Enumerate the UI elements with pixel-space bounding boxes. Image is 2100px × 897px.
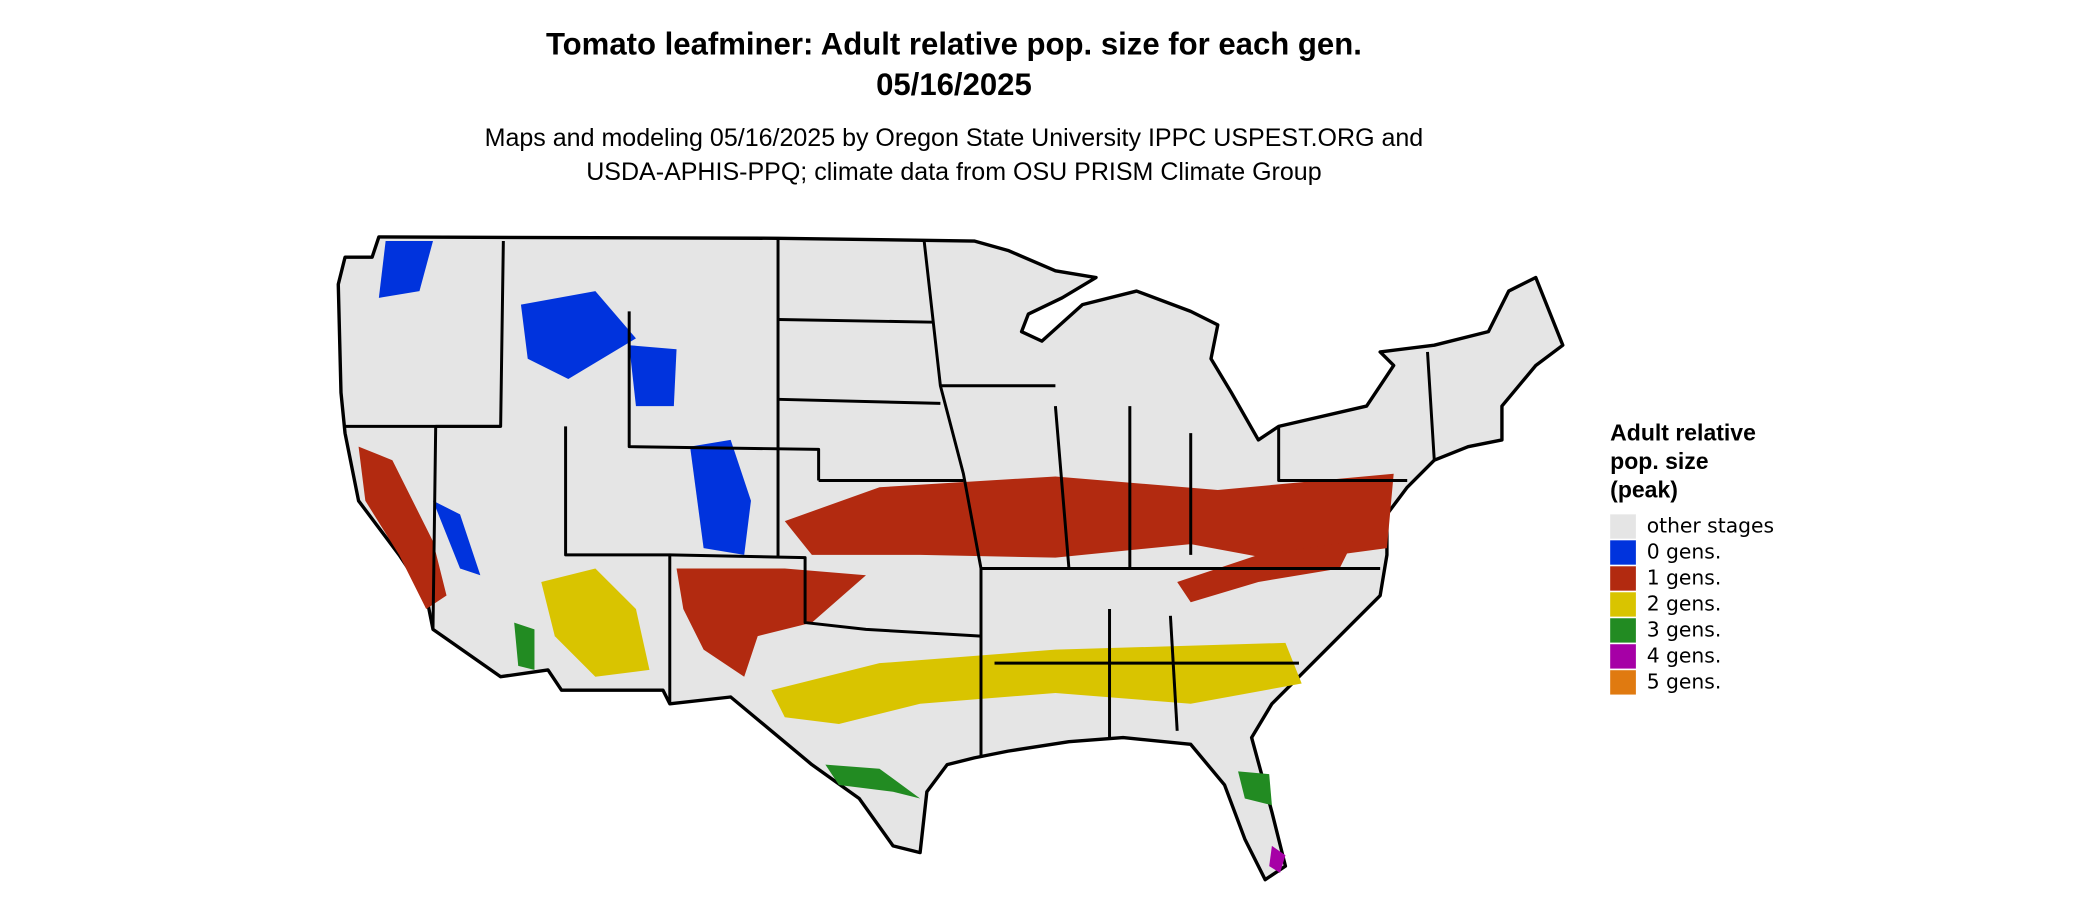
legend-swatch (1610, 670, 1636, 695)
zone (1177, 541, 1354, 603)
zone (676, 568, 866, 677)
zone (358, 446, 447, 610)
legend-swatch (1610, 514, 1636, 539)
land (336, 235, 1565, 882)
generation-zones (358, 241, 1394, 873)
legend-swatch (1610, 566, 1636, 591)
legend-label: other stages (1647, 514, 1774, 538)
legend-swatch (1610, 644, 1636, 669)
legend-title: Adult relative (1610, 420, 1756, 446)
subtitle: USDA-APHIS-PPQ; climate data from OSU PR… (586, 158, 1321, 186)
zone (520, 291, 636, 380)
legend: Adult relative pop. size (peak) other st… (1610, 420, 1774, 695)
zone (1269, 845, 1286, 873)
zone (378, 241, 433, 298)
map-date: 05/16/2025 (876, 67, 1032, 102)
zone (432, 500, 481, 576)
legend-label: 1 gens. (1647, 566, 1722, 590)
zone (1238, 771, 1272, 806)
state-borders (345, 238, 1436, 758)
zone (629, 345, 677, 407)
legend-label: 5 gens. (1647, 670, 1722, 694)
legend-title: pop. size (1610, 448, 1708, 474)
legend-swatch (1610, 592, 1636, 617)
legend-label: 2 gens. (1647, 592, 1722, 616)
legend-swatch (1610, 618, 1636, 643)
legend-title: (peak) (1610, 476, 1678, 502)
zone (690, 439, 751, 555)
us-map (336, 235, 1565, 882)
legend-swatch (1610, 540, 1636, 565)
zone (784, 473, 1394, 562)
zone (514, 622, 535, 670)
zone (825, 764, 921, 799)
legend-label: 4 gens. (1647, 644, 1722, 668)
map-title: Tomato leafminer: Adult relative pop. si… (546, 26, 1362, 61)
legend-label: 0 gens. (1647, 540, 1722, 564)
subtitle: Maps and modeling 05/16/2025 by Oregon S… (485, 124, 1424, 152)
legend-label: 3 gens. (1647, 618, 1722, 642)
